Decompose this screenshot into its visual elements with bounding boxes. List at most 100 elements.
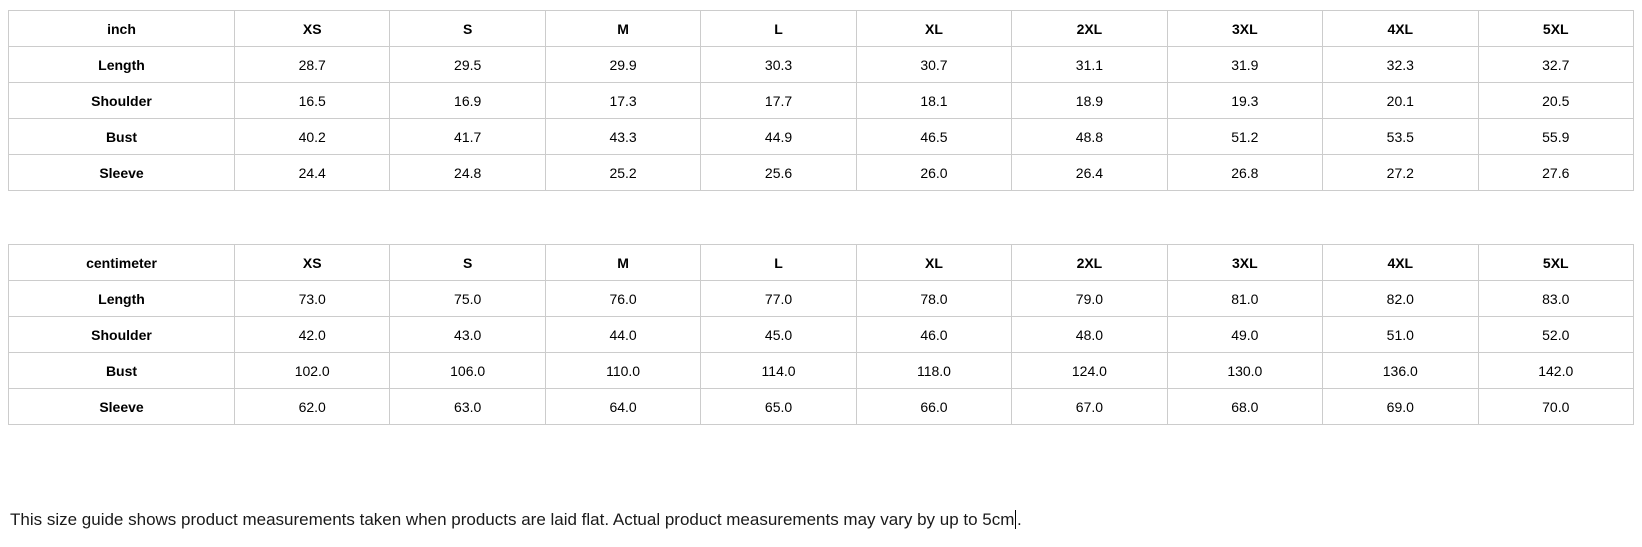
size-header-cell: S (389, 244, 546, 281)
value-cell: 24.4 (233, 154, 391, 191)
value-cell: 28.7 (233, 46, 391, 83)
value-cell: 63.0 (389, 388, 546, 425)
value-cell: 27.6 (1477, 154, 1634, 191)
value-cell: 32.3 (1322, 46, 1479, 83)
value-cell: 118.0 (855, 352, 1013, 389)
size-guide-footnote[interactable]: This size guide shows product measuremen… (10, 509, 1022, 531)
value-cell: 78.0 (855, 280, 1013, 317)
value-cell: 136.0 (1322, 352, 1479, 389)
value-cell: 64.0 (544, 388, 702, 425)
value-cell: 16.5 (233, 82, 391, 119)
measurement-row: Sleeve 62.0 63.0 64.0 65.0 66.0 67.0 68.0 69.0 70… (8, 388, 1634, 425)
row-label-cell: Bust (8, 118, 235, 155)
measurement-row: Shoulder 16.5 16.9 17.3 17.7 18.1 18.9 19.3 20.1… (8, 82, 1634, 119)
row-label-cell: Length (8, 280, 235, 317)
row-label-cell: Shoulder (8, 82, 235, 119)
value-cell: 83.0 (1477, 280, 1634, 317)
size-header-cell: XS (233, 10, 391, 47)
value-cell: 19.3 (1166, 82, 1324, 119)
size-header-cell: 3XL (1166, 244, 1324, 281)
value-cell: 124.0 (1011, 352, 1168, 389)
value-cell: 68.0 (1166, 388, 1324, 425)
size-header-cell: XL (855, 244, 1013, 281)
footnote-text: This size guide shows product measuremen… (10, 510, 1015, 529)
value-cell: 45.0 (700, 316, 857, 353)
value-cell: 46.5 (855, 118, 1013, 155)
value-cell: 49.0 (1166, 316, 1324, 353)
size-table-centimeter: centimeter XS S M L XL 2XL 3XL 4XL 5XL Length 73.0 7… (8, 244, 1634, 425)
value-cell: 82.0 (1322, 280, 1479, 317)
value-cell: 30.7 (855, 46, 1013, 83)
value-cell: 142.0 (1477, 352, 1634, 389)
header-row: centimeter XS S M L XL 2XL 3XL 4XL 5XL (8, 244, 1634, 281)
value-cell: 77.0 (700, 280, 857, 317)
value-cell: 48.0 (1011, 316, 1168, 353)
value-cell: 29.5 (389, 46, 546, 83)
value-cell: 25.6 (700, 154, 857, 191)
value-cell: 17.3 (544, 82, 702, 119)
value-cell: 31.9 (1166, 46, 1324, 83)
value-cell: 75.0 (389, 280, 546, 317)
row-label-cell: Length (8, 46, 235, 83)
value-cell: 52.0 (1477, 316, 1634, 353)
value-cell: 29.9 (544, 46, 702, 83)
unit-header-cell: inch (8, 10, 235, 47)
value-cell: 102.0 (233, 352, 391, 389)
footnote-text-tail: . (1016, 510, 1022, 529)
value-cell: 106.0 (389, 352, 546, 389)
value-cell: 66.0 (855, 388, 1013, 425)
size-header-cell: L (700, 10, 857, 47)
size-header-cell: 4XL (1322, 244, 1479, 281)
value-cell: 69.0 (1322, 388, 1479, 425)
value-cell: 55.9 (1477, 118, 1634, 155)
size-header-cell: M (544, 10, 702, 47)
value-cell: 65.0 (700, 388, 857, 425)
value-cell: 42.0 (233, 316, 391, 353)
measurement-row: Length 73.0 75.0 76.0 77.0 78.0 79.0 81.0 82.0 83… (8, 280, 1634, 317)
value-cell: 30.3 (700, 46, 857, 83)
value-cell: 16.9 (389, 82, 546, 119)
size-header-cell: M (544, 244, 702, 281)
value-cell: 26.0 (855, 154, 1013, 191)
measurement-row: Sleeve 24.4 24.8 25.2 25.6 26.0 26.4 26.8 27.2 27… (8, 154, 1634, 191)
value-cell: 79.0 (1011, 280, 1168, 317)
value-cell: 53.5 (1322, 118, 1479, 155)
text-caret (1014, 510, 1017, 529)
value-cell: 40.2 (233, 118, 391, 155)
size-header-cell: 3XL (1166, 10, 1324, 47)
row-label-cell: Sleeve (8, 388, 235, 425)
value-cell: 76.0 (544, 280, 702, 317)
size-header-cell: 2XL (1011, 244, 1168, 281)
size-header-cell: S (389, 10, 546, 47)
value-cell: 43.0 (389, 316, 546, 353)
value-cell: 18.1 (855, 82, 1013, 119)
size-header-cell: XL (855, 10, 1013, 47)
row-label-cell: Bust (8, 352, 235, 389)
value-cell: 20.1 (1322, 82, 1479, 119)
value-cell: 43.3 (544, 118, 702, 155)
value-cell: 17.7 (700, 82, 857, 119)
value-cell: 44.9 (700, 118, 857, 155)
value-cell: 41.7 (389, 118, 546, 155)
size-header-cell: L (700, 244, 857, 281)
value-cell: 130.0 (1166, 352, 1324, 389)
value-cell: 26.8 (1166, 154, 1324, 191)
value-cell: 20.5 (1477, 82, 1634, 119)
size-table-inch: inch XS S M L XL 2XL 3XL 4XL 5XL Length 28.7 29.5 29.… (8, 10, 1634, 191)
value-cell: 46.0 (855, 316, 1013, 353)
measurement-row: Shoulder 42.0 43.0 44.0 45.0 46.0 48.0 49.0 51.0… (8, 316, 1634, 353)
value-cell: 25.2 (544, 154, 702, 191)
value-cell: 114.0 (700, 352, 857, 389)
unit-header-cell: centimeter (8, 244, 235, 281)
value-cell: 62.0 (233, 388, 391, 425)
value-cell: 73.0 (233, 280, 391, 317)
value-cell: 24.8 (389, 154, 546, 191)
value-cell: 67.0 (1011, 388, 1168, 425)
value-cell: 26.4 (1011, 154, 1168, 191)
size-header-cell: 4XL (1322, 10, 1479, 47)
value-cell: 44.0 (544, 316, 702, 353)
size-header-cell: 5XL (1477, 244, 1634, 281)
value-cell: 48.8 (1011, 118, 1168, 155)
measurement-row: Bust 40.2 41.7 43.3 44.9 46.5 48.8 51.2 53.5 55.9 (8, 118, 1634, 155)
